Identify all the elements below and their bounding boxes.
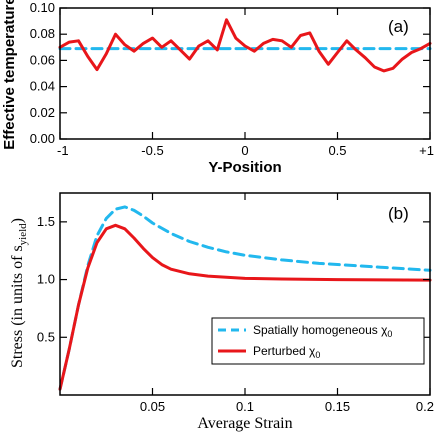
panel-a-x-tick-label: 0.5: [328, 143, 346, 158]
panel-a-series-perturbed-line: [58, 18, 432, 73]
panel-a-y-ticks: 0.00 0.02 0.04 0.06 0.08 0.10: [30, 0, 430, 146]
panel-b: 0.05 0.1 0.15 0.2 0.5 1.0 1.5 (b) Average Str…: [9, 192, 434, 432]
panel-a-x-tick-label: +1: [419, 143, 434, 158]
panel-a-y-axis-title: Effective temperature: [1, 0, 18, 150]
panel-b-y-tick-label: 1.5: [37, 214, 55, 229]
panel-a-y-tick-label: 0.08: [30, 26, 55, 41]
panel-b-label: (b): [388, 204, 409, 223]
panel-a-x-tick-label: -1: [57, 143, 69, 158]
legend-label-perturbed-main: Perturbed χ: [253, 344, 316, 358]
panel-a-x-axis-title: Y-Position: [208, 159, 281, 176]
panel-b-x-tick-label: 0.05: [140, 399, 165, 414]
panel-a-y-tick-label: 0.06: [30, 52, 55, 67]
panel-a-x-tick-label: -0.5: [141, 143, 163, 158]
panel-b-x-tick-label: 0.2: [416, 399, 434, 414]
legend-label-homogeneous-main: Spatially homogeneous χ: [253, 323, 388, 337]
panel-b-x-tick-label: 0.15: [325, 399, 350, 414]
panel-b-series-perturbed-line: [58, 223, 432, 391]
panel-a-y-tick-label: 0.10: [30, 0, 55, 15]
panel-b-y-axis-title-main: Stress (in units of s: [9, 245, 26, 368]
panel-b-plot-frame: [59, 192, 431, 396]
legend-label-homogeneous: Spatially homogeneous χ0: [253, 323, 392, 339]
panel-b-x-tick-label: 0.1: [236, 399, 254, 414]
panel-a-y-tick-label: 0.02: [30, 105, 55, 120]
panel-b-x-ticks: 0.05 0.1 0.15 0.2: [140, 193, 434, 414]
panel-a-series-layer: [58, 18, 432, 73]
panel-a-x-ticks: -1 -0.5 0 0.5 +1: [57, 8, 434, 158]
panel-b-y-tick-label: 0.5: [37, 329, 55, 344]
panel-b-y-axis-title: Stress (in units of syield): [9, 218, 29, 368]
panel-a-y-tick-label: 0.00: [30, 131, 55, 146]
panel-b-y-axis-title-sub: yield: [17, 223, 29, 245]
panel-b-y-tick-label: 1.0: [37, 272, 55, 287]
panel-a-x-tick-label: 0: [241, 143, 248, 158]
panel-b-series-layer: [58, 205, 432, 391]
legend: Spatially homogeneous χ0 Perturbed χ0: [211, 317, 425, 365]
panel-b-y-ticks: 0.5 1.0 1.5: [37, 214, 430, 344]
panel-b-x-axis-title: Average Strain: [197, 415, 292, 432]
panel-a-plot-frame: [59, 7, 431, 140]
panel-a: -1 -0.5 0 0.5 +1 0.00 0.02 0.04 0.06 0.08 0.10 (a…: [1, 0, 434, 176]
panel-a-label: (a): [388, 17, 409, 36]
panel-a-y-tick-label: 0.04: [30, 79, 55, 94]
legend-box: [211, 317, 425, 365]
legend-label-homogeneous-sub: 0: [387, 329, 392, 339]
legend-label-perturbed: Perturbed χ0: [253, 344, 320, 360]
panel-b-y-axis-title-end: ): [9, 218, 26, 223]
legend-label-perturbed-sub: 0: [315, 350, 320, 360]
